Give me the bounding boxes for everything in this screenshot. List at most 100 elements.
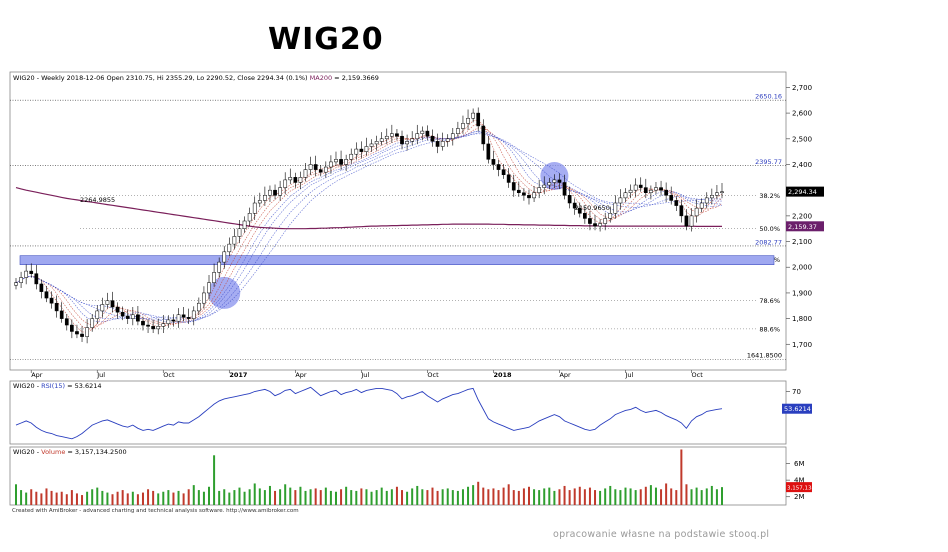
candle-body [659,187,663,191]
candle-body [420,130,425,134]
volume-ytick-label: 6M [794,460,805,468]
candle-body [623,192,628,199]
volume-bar [279,489,282,505]
candle-body [85,327,89,337]
price-panel-frame [9,71,787,371]
volume-bar [218,490,221,505]
volume-bar [70,490,73,505]
volume-bar [106,492,109,505]
candle-body [278,187,282,196]
volume-bar [685,484,688,505]
volume-bar [680,449,683,505]
volume-bar [294,490,297,505]
volume-bar [670,488,673,505]
volume-bar [482,487,485,505]
volume-bar [238,487,241,505]
candle-body [24,270,29,278]
candle-body [608,213,613,219]
volume-bar [558,489,561,505]
volume-bar [385,490,388,505]
volume-bar [35,491,38,505]
candle-body [298,177,303,183]
candle-body [207,282,211,294]
volume-bar [695,487,698,505]
candle-body [557,179,562,183]
volume-bar [543,488,546,505]
volume-bar [86,491,89,505]
candle-body [171,319,176,322]
volume-bar [538,490,541,505]
candle-body [542,184,547,188]
volume-bar [665,483,668,505]
candle-body [202,292,206,304]
volume-bar [121,490,124,505]
candle-body [552,179,557,183]
candle-body [329,161,333,168]
price-level-label: 1641.8500 [747,352,782,360]
volume-bar [182,493,185,505]
volume-bar [639,489,642,505]
ma200-line [15,187,722,230]
candle-body [516,189,521,193]
volume-bar [25,492,28,505]
volume-bar [208,486,211,505]
volume-bar [213,455,216,505]
candle-body [303,169,308,178]
candle-body [699,202,704,209]
candle-body [212,272,216,283]
price-ytick-label: 1,900 [792,289,812,297]
volume-bar [319,490,322,505]
candle-body [583,213,587,219]
volume-bar [421,489,424,505]
candle-body [522,192,526,196]
price-ytick-label: 1,800 [792,315,812,323]
candle-body [384,135,389,140]
candle-body [501,169,506,176]
volume-bar [233,490,236,505]
ma-ribbon-line [15,132,722,321]
candle-body [456,128,460,134]
volume-bar [461,489,464,505]
candle-body [339,159,343,165]
candle-body [268,189,272,196]
candle-body [49,297,54,304]
volume-bar [365,489,368,505]
candle-body [90,318,95,328]
candle-body [247,213,252,222]
volume-bar [223,489,226,505]
volume-bar [624,487,627,505]
price-xtick-label: Oct [692,371,704,379]
candle-body [166,319,171,325]
volume-bar [126,493,129,505]
volume-bar [202,491,205,505]
volume-bar [172,492,175,505]
price-xtick-label: Oct [163,371,175,379]
volume-bar [157,493,160,505]
candle-body [354,148,359,155]
volume-ytick-label: 4M [794,477,805,485]
candle-body [273,189,277,196]
volume-bar [441,489,444,505]
candle-body [34,273,39,285]
volume-bar [715,489,718,505]
candle-body [334,159,338,163]
candle-body [715,192,719,196]
rsi-header: WIG20 - RSI(15) = 53.6214 [13,382,102,390]
volume-bar [50,490,53,505]
price-xtick-label: Jul [360,371,369,379]
candle-body [364,146,369,152]
volume-bar [675,490,678,505]
candle-body [146,324,150,327]
volume-bar [309,489,312,505]
volume-bar [563,485,566,505]
candle-body [577,207,582,214]
volume-bar [705,488,708,505]
volume-bar [263,490,266,505]
volume-bar [360,488,363,505]
candle-body [379,138,384,142]
candle-body [466,117,470,124]
volume-bar [30,489,33,505]
price-xtick-label: 2018 [493,371,512,379]
candle-body [115,306,120,313]
